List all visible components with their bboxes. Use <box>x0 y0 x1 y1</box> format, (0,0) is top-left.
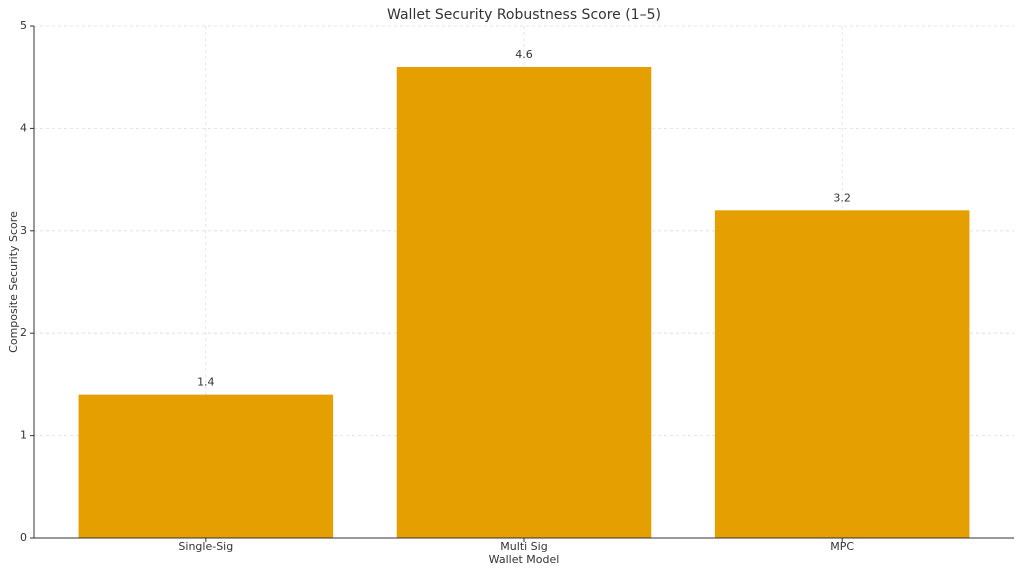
data-label: 3.2 <box>833 191 851 204</box>
chart-title: Wallet Security Robustness Score (1–5) <box>387 7 661 23</box>
y-tick-label: 2 <box>20 326 27 339</box>
bar <box>78 394 334 538</box>
bar <box>714 210 970 538</box>
y-tick-label: 1 <box>20 429 27 442</box>
y-axis-label: Composite Security Score <box>7 211 20 353</box>
x-tick-label: Multi Sig <box>500 540 547 553</box>
data-label: 4.6 <box>515 48 533 61</box>
y-tick-label: 4 <box>20 121 27 134</box>
x-tick-label: Single-Sig <box>178 540 233 553</box>
data-label: 1.4 <box>197 376 215 389</box>
y-tick-label: 3 <box>20 224 27 237</box>
x-tick-label: MPC <box>830 540 854 553</box>
x-axis-label: Wallet Model <box>489 553 560 566</box>
y-tick-label: 5 <box>20 19 27 32</box>
bar <box>396 66 652 539</box>
y-tick-label: 0 <box>20 531 27 544</box>
